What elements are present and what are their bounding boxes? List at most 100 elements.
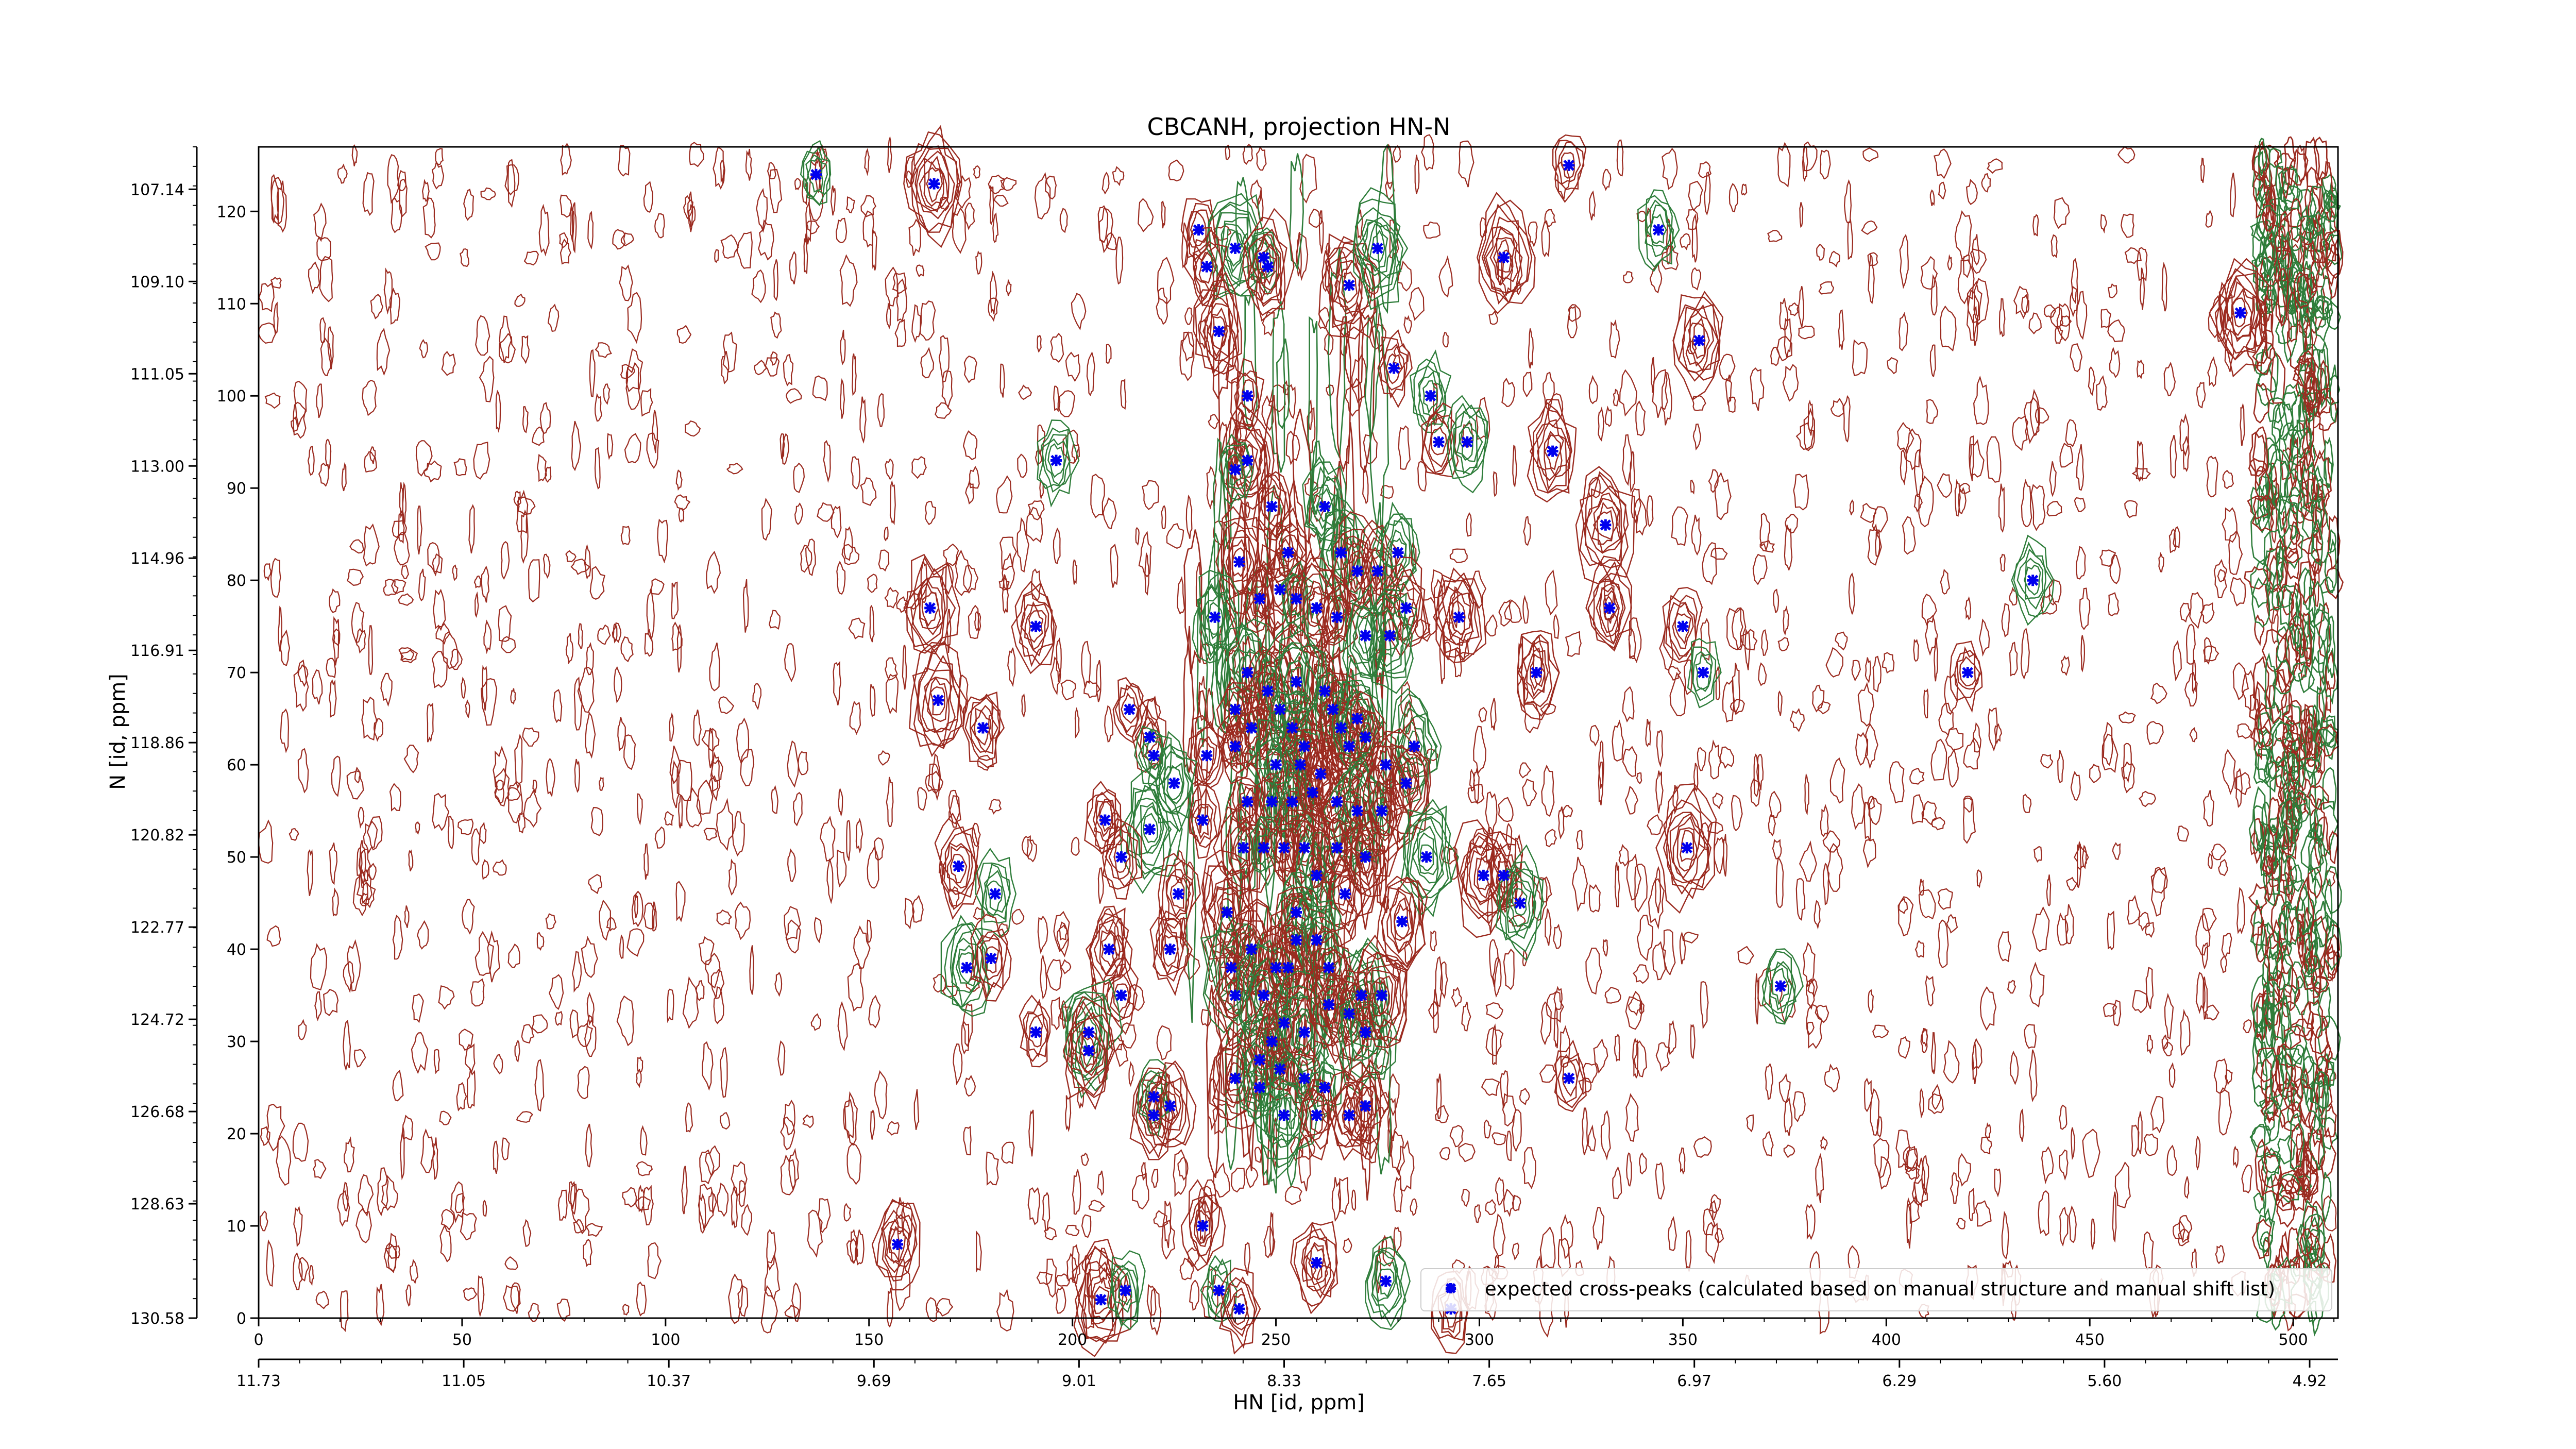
noise-contour [450, 1181, 465, 1223]
peak-contour [1368, 969, 1396, 1027]
edge-contour [2268, 797, 2280, 837]
noise-contour [337, 1190, 350, 1227]
cross-peak-marker [977, 722, 989, 734]
noise-contour [1905, 428, 1922, 471]
noise-contour [1661, 371, 1672, 426]
peak-contour [1315, 487, 1334, 523]
peak-contour [1066, 996, 1106, 1079]
noise-contour [1707, 821, 1724, 834]
noise-contour [2172, 639, 2182, 682]
peak-contour [1229, 427, 1265, 493]
noise-contour [1873, 1138, 1890, 1180]
edge-contour [2281, 703, 2301, 725]
noise-contour [643, 843, 649, 880]
noise-contour [1938, 702, 1954, 736]
edge-contour [2290, 198, 2302, 243]
noise-contour [812, 375, 828, 401]
y-tick-label: 40 [227, 941, 246, 959]
noise-contour [506, 787, 521, 801]
noise-contour [1922, 1028, 1928, 1047]
cross-peak-marker [1201, 261, 1213, 273]
noise-contour [516, 1111, 534, 1123]
peak-contour [934, 812, 980, 920]
noise-contour [761, 497, 772, 541]
cross-peak-marker [1962, 667, 1974, 679]
noise-contour [933, 973, 946, 993]
peak-contour [1459, 426, 1474, 461]
noise-contour [1655, 1162, 1665, 1200]
peak-contour [1266, 629, 1324, 742]
noise-contour [988, 297, 999, 322]
noise-contour [1083, 680, 1100, 699]
noise-contour [1756, 754, 1764, 790]
peak-contour [979, 933, 1003, 981]
edge-contour [2270, 476, 2279, 508]
streak-contour [1206, 985, 1222, 1178]
cross-peak-marker [1030, 1026, 1042, 1038]
noise-contour [440, 1208, 455, 1231]
noise-contour [325, 439, 332, 470]
peak-contour [1332, 868, 1355, 916]
edge-contour [2254, 737, 2270, 773]
noise-contour [1421, 134, 1435, 171]
noise-contour [536, 932, 545, 951]
peak-contour [923, 161, 944, 207]
noise-contour [470, 978, 485, 1007]
peak-contour [1769, 961, 1792, 1010]
noise-contour [1714, 471, 1732, 520]
noise-contour [1622, 746, 1637, 777]
noise-contour [1843, 395, 1851, 443]
noise-contour [1967, 280, 1982, 324]
peak-contour [1180, 1179, 1226, 1272]
cross-peak-marker [1563, 1072, 1575, 1084]
noise-contour [373, 718, 384, 742]
edge-contour [2287, 486, 2303, 514]
noise-contour [1500, 1070, 1509, 1108]
noise-contour [1275, 272, 1282, 305]
noise-contour [565, 550, 577, 563]
noise-contour [1589, 190, 1596, 221]
noise-contour [1120, 378, 1127, 410]
noise-contour [1857, 682, 1874, 727]
noise-contour [1245, 501, 1250, 519]
peak-contour [1162, 859, 1194, 929]
peak-contour [1447, 395, 1488, 494]
edge-contour [2300, 1199, 2319, 1256]
peak-contour [1251, 233, 1283, 305]
peak-contour [1206, 602, 1224, 635]
noise-contour [1264, 820, 1272, 859]
noise-contour [1722, 679, 1735, 723]
noise-contour [376, 327, 391, 376]
noise-contour [1648, 878, 1665, 930]
noise-contour [1973, 306, 1978, 346]
x-ppm-tick-label: 5.60 [2088, 1372, 2122, 1390]
noise-contour [370, 294, 383, 319]
noise-contour [577, 1023, 593, 1047]
peak-contour [2214, 268, 2259, 361]
peak-contour [1596, 510, 1614, 541]
noise-contour [1098, 1248, 1109, 1285]
noise-contour [431, 650, 448, 688]
edge-contour [2251, 577, 2270, 628]
noise-contour [1493, 470, 1498, 497]
noise-contour [972, 822, 981, 848]
peak-contour [1386, 529, 1407, 579]
peak-contour [1483, 216, 1523, 304]
noise-contour [1964, 596, 1972, 620]
x-tick-label: 350 [1668, 1331, 1698, 1349]
cross-peak-marker [1201, 750, 1213, 762]
noise-contour [1060, 959, 1072, 974]
noise-contour [895, 1258, 911, 1311]
peak-contour [1761, 948, 1804, 1024]
noise-contour [516, 490, 529, 534]
peak-contour [1240, 785, 1255, 820]
cross-peak-marker [1095, 1294, 1107, 1306]
peak-contour [1224, 228, 1248, 274]
noise-contour [1304, 478, 1318, 497]
peak-contour [973, 929, 1008, 999]
noise-contour [1897, 422, 1914, 455]
noise-contour [1908, 1195, 1920, 1224]
noise-contour [1913, 638, 1920, 662]
y-ppm-tick-label: 116.91 [130, 642, 184, 660]
edge-contour [2297, 664, 2315, 694]
